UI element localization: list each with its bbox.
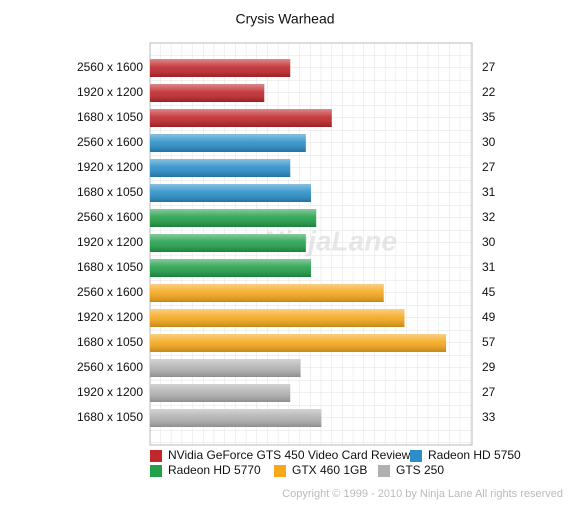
legend-swatch <box>274 465 286 477</box>
legend-label: Radeon HD 5750 <box>428 448 521 462</box>
bar-gloss <box>150 59 291 77</box>
bar-gloss <box>150 159 291 177</box>
chart-title: Crysis Warhead <box>235 11 334 27</box>
bar-gloss <box>150 334 447 352</box>
value-label: 31 <box>482 185 496 199</box>
category-label: 1680 x 1050 <box>77 185 143 199</box>
category-label: 1920 x 1200 <box>77 385 143 399</box>
value-label: 30 <box>482 135 496 149</box>
bar-gloss <box>150 284 384 302</box>
bar-gloss <box>150 309 405 327</box>
bar-gloss <box>150 259 311 277</box>
value-label: 27 <box>482 160 496 174</box>
category-label: 1680 x 1050 <box>77 410 143 424</box>
value-label: 27 <box>482 385 496 399</box>
bar-gloss <box>150 84 265 102</box>
category-label: 1920 x 1200 <box>77 85 143 99</box>
value-label: 22 <box>482 85 496 99</box>
credit: Copyright © 1999 - 2010 by Ninja Lane Al… <box>282 488 563 500</box>
value-label: 31 <box>482 260 496 274</box>
value-label: 57 <box>482 335 496 349</box>
bar-gloss <box>150 359 301 377</box>
value-label: 45 <box>482 285 496 299</box>
bar-gloss <box>150 384 291 402</box>
bar-gloss <box>150 234 306 252</box>
category-label: 1680 x 1050 <box>77 110 143 124</box>
value-label: 32 <box>482 210 496 224</box>
bar-gloss <box>150 184 311 202</box>
value-label: 27 <box>482 60 496 74</box>
category-label: 2560 x 1600 <box>77 210 143 224</box>
value-label: 49 <box>482 310 496 324</box>
bar-gloss <box>150 109 332 127</box>
category-label: 1680 x 1050 <box>77 335 143 349</box>
category-label: 1920 x 1200 <box>77 160 143 174</box>
legend-swatch <box>150 450 162 462</box>
category-label: 1920 x 1200 <box>77 235 143 249</box>
legend-label: GTX 460 1GB <box>292 463 367 477</box>
bar-gloss <box>150 134 306 152</box>
legend-swatch <box>150 465 162 477</box>
value-label: 33 <box>482 410 496 424</box>
legend-swatch <box>378 465 390 477</box>
legend-label: NVidia GeForce GTS 450 Video Card Review <box>168 448 411 462</box>
legend-swatch <box>410 450 422 462</box>
category-label: 2560 x 1600 <box>77 60 143 74</box>
category-label: 1920 x 1200 <box>77 310 143 324</box>
bar-gloss <box>150 409 322 427</box>
value-label: 35 <box>482 110 496 124</box>
bar-gloss <box>150 209 317 227</box>
category-label: 2560 x 1600 <box>77 285 143 299</box>
legend-label: GTS 250 <box>396 463 444 477</box>
value-label: 29 <box>482 360 496 374</box>
legend-label: Radeon HD 5770 <box>168 463 261 477</box>
category-label: 2560 x 1600 <box>77 360 143 374</box>
value-label: 30 <box>482 235 496 249</box>
category-label: 2560 x 1600 <box>77 135 143 149</box>
category-label: 1680 x 1050 <box>77 260 143 274</box>
